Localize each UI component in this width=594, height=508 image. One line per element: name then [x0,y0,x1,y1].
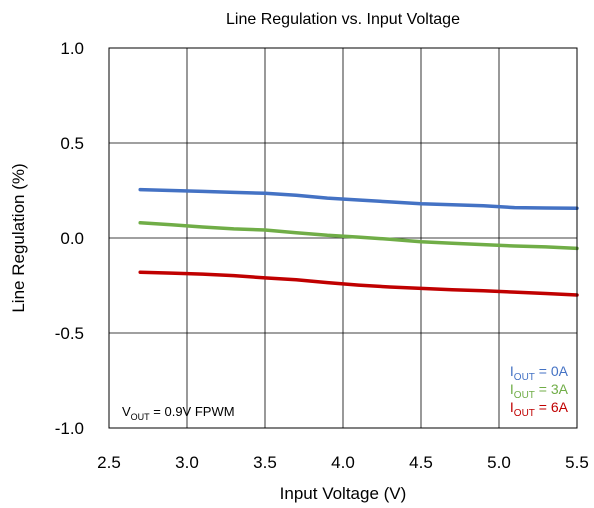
chart-title: Line Regulation vs. Input Voltage [226,11,460,28]
x-tick-label: 4.0 [331,453,355,472]
x-tick-labels: 2.5 3.0 3.5 4.0 4.5 5.0 5.5 [97,453,589,472]
y-tick-label: 0.5 [60,134,84,153]
legend-entry-1: IOUT = 3A [510,381,569,401]
annotation: VOUT = 0.9V FPWM [122,404,235,422]
x-tick-label: 4.5 [409,453,433,472]
y-tick-label: 1.0 [60,39,84,58]
x-tick-label: 3.0 [175,453,199,472]
series-layer [138,187,579,297]
y-tick-label: -0.5 [55,324,84,343]
series-line-1 [138,221,579,251]
y-tick-labels: 1.0 0.5 0.0 -0.5 -1.0 [55,39,84,438]
series-line-0 [138,187,579,210]
x-tick-label: 5.0 [487,453,511,472]
x-axis-label: Input Voltage (V) [280,484,407,503]
series-line-2 [138,270,579,297]
legend-entry-0: IOUT = 0A [510,363,569,383]
legend-entry-2: IOUT = 6A [510,399,569,419]
y-tick-label: -1.0 [55,419,84,438]
x-tick-label: 2.5 [97,453,121,472]
x-tick-label: 3.5 [253,453,277,472]
plot-frame [108,47,578,429]
x-tick-label: 5.5 [565,453,589,472]
vout-annotation: VOUT = 0.9V FPWM [122,404,235,422]
y-axis-label: Line Regulation (%) [9,163,28,312]
grid-layer [108,47,578,429]
y-tick-label: 0.0 [60,229,84,248]
